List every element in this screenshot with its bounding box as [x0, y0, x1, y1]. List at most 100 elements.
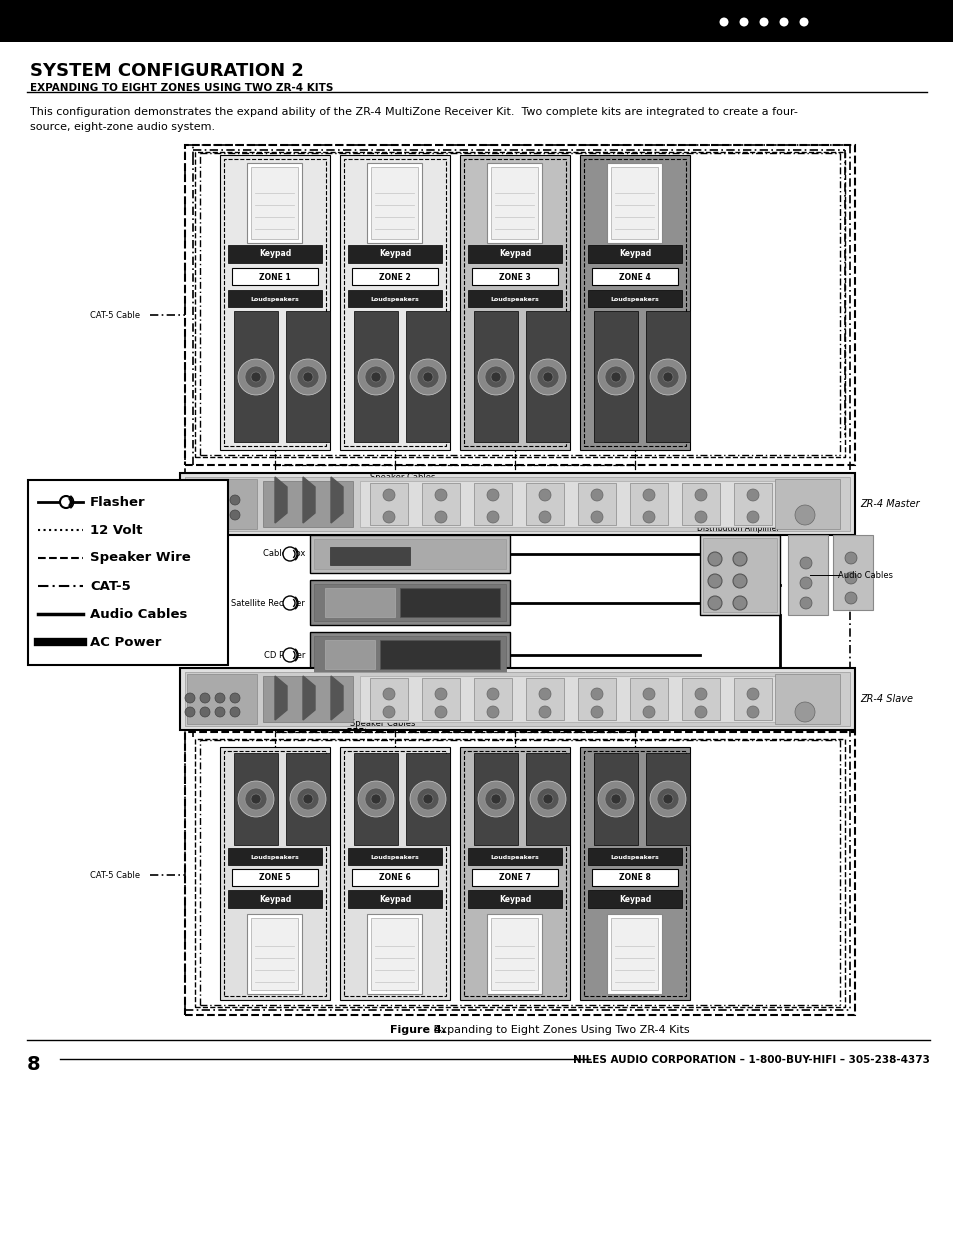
- Bar: [459, 156, 569, 450]
- Circle shape: [649, 781, 685, 818]
- Circle shape: [365, 366, 387, 388]
- Bar: [251, 918, 297, 990]
- Circle shape: [604, 788, 626, 810]
- Bar: [468, 245, 561, 263]
- Polygon shape: [331, 676, 343, 720]
- Bar: [578, 678, 616, 720]
- Circle shape: [844, 552, 856, 564]
- Polygon shape: [274, 477, 287, 522]
- Bar: [367, 914, 421, 994]
- Bar: [700, 535, 780, 615]
- Text: ZONE 4: ZONE 4: [618, 273, 650, 282]
- Circle shape: [538, 489, 551, 501]
- Bar: [733, 483, 771, 525]
- Bar: [592, 869, 678, 885]
- Bar: [224, 751, 326, 995]
- Bar: [468, 290, 561, 308]
- Polygon shape: [303, 676, 314, 720]
- Text: CAT-5 Cable: CAT-5 Cable: [90, 871, 140, 879]
- Circle shape: [800, 577, 811, 589]
- Bar: [371, 167, 417, 240]
- Circle shape: [800, 557, 811, 569]
- Bar: [180, 668, 854, 730]
- Text: Keypad: Keypad: [618, 249, 651, 258]
- Bar: [185, 144, 854, 466]
- Text: Audio Cables: Audio Cables: [837, 571, 892, 579]
- Circle shape: [251, 372, 261, 382]
- Bar: [525, 753, 569, 845]
- Text: Satellite Receiver: Satellite Receiver: [231, 599, 305, 608]
- Circle shape: [844, 592, 856, 604]
- Circle shape: [283, 648, 296, 662]
- Bar: [406, 311, 450, 442]
- Bar: [232, 869, 317, 885]
- Text: Keypad: Keypad: [618, 894, 651, 904]
- Circle shape: [598, 359, 634, 395]
- Bar: [0, 0, 953, 42]
- Circle shape: [590, 706, 602, 718]
- Circle shape: [739, 17, 748, 26]
- Bar: [325, 588, 395, 618]
- Bar: [314, 584, 505, 621]
- Circle shape: [296, 366, 318, 388]
- Bar: [310, 580, 510, 625]
- Text: ZONE 1: ZONE 1: [259, 273, 291, 282]
- Text: ZONE 5: ZONE 5: [259, 873, 291, 883]
- Bar: [399, 588, 499, 618]
- Circle shape: [303, 794, 313, 804]
- Bar: [421, 483, 459, 525]
- Circle shape: [371, 372, 380, 382]
- Circle shape: [365, 788, 387, 810]
- Bar: [474, 311, 517, 442]
- Circle shape: [732, 597, 746, 610]
- Circle shape: [435, 688, 447, 700]
- Circle shape: [794, 505, 814, 525]
- Bar: [787, 535, 827, 615]
- Text: ZONE 7: ZONE 7: [498, 873, 531, 883]
- Bar: [587, 290, 681, 308]
- Bar: [233, 753, 277, 845]
- Bar: [352, 869, 437, 885]
- Bar: [610, 918, 658, 990]
- Bar: [220, 156, 330, 450]
- Bar: [579, 156, 689, 450]
- Circle shape: [237, 359, 274, 395]
- Bar: [263, 676, 353, 722]
- Circle shape: [200, 495, 210, 505]
- Bar: [832, 535, 872, 610]
- Circle shape: [662, 794, 672, 804]
- Bar: [594, 311, 638, 442]
- Text: Figure 4.: Figure 4.: [390, 1025, 446, 1035]
- Text: Cable Box: Cable Box: [262, 550, 305, 558]
- Circle shape: [538, 688, 551, 700]
- Bar: [525, 483, 563, 525]
- Circle shape: [759, 17, 768, 26]
- Bar: [629, 678, 667, 720]
- Text: Loudspeakers: Loudspeakers: [610, 855, 659, 860]
- Circle shape: [371, 794, 380, 804]
- Circle shape: [799, 17, 807, 26]
- Bar: [606, 163, 661, 243]
- Bar: [371, 918, 417, 990]
- Bar: [486, 914, 541, 994]
- Circle shape: [435, 489, 447, 501]
- Bar: [370, 483, 408, 525]
- Circle shape: [382, 489, 395, 501]
- Text: Loudspeakers: Loudspeakers: [370, 855, 419, 860]
- Text: Keypad: Keypad: [498, 894, 531, 904]
- Text: Keypad: Keypad: [258, 249, 291, 258]
- Bar: [251, 167, 297, 240]
- Bar: [194, 152, 844, 457]
- Circle shape: [598, 781, 634, 818]
- Text: This configuration demonstrates the expand ability of the ZR-4 MultiZone Receive: This configuration demonstrates the expa…: [30, 107, 797, 117]
- Circle shape: [610, 372, 620, 382]
- Circle shape: [695, 688, 706, 700]
- Bar: [348, 245, 441, 263]
- Bar: [228, 245, 322, 263]
- Bar: [359, 676, 780, 722]
- Circle shape: [357, 359, 394, 395]
- Text: SYSTEM CONFIGURATION 2: SYSTEM CONFIGURATION 2: [30, 62, 304, 80]
- Circle shape: [237, 781, 274, 818]
- Bar: [421, 678, 459, 720]
- Circle shape: [590, 489, 602, 501]
